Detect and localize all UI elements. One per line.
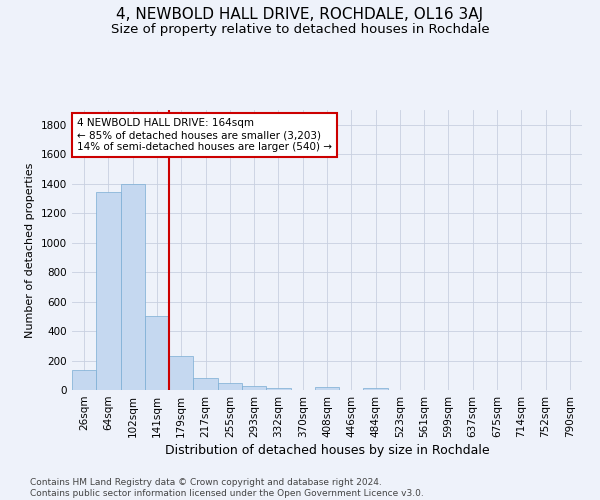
- Bar: [145, 316, 169, 390]
- Bar: [266, 388, 290, 390]
- Bar: [364, 388, 388, 390]
- Text: Size of property relative to detached houses in Rochdale: Size of property relative to detached ho…: [110, 22, 490, 36]
- Text: 4, NEWBOLD HALL DRIVE, ROCHDALE, OL16 3AJ: 4, NEWBOLD HALL DRIVE, ROCHDALE, OL16 3A…: [116, 8, 484, 22]
- Y-axis label: Number of detached properties: Number of detached properties: [25, 162, 35, 338]
- Bar: [218, 383, 242, 390]
- Bar: [315, 387, 339, 390]
- Bar: [121, 184, 145, 390]
- Bar: [169, 356, 193, 390]
- Text: Contains HM Land Registry data © Crown copyright and database right 2024.
Contai: Contains HM Land Registry data © Crown c…: [30, 478, 424, 498]
- Bar: [242, 386, 266, 390]
- Bar: [96, 192, 121, 390]
- Bar: [193, 378, 218, 390]
- Bar: [72, 370, 96, 390]
- X-axis label: Distribution of detached houses by size in Rochdale: Distribution of detached houses by size …: [164, 444, 490, 457]
- Text: 4 NEWBOLD HALL DRIVE: 164sqm
← 85% of detached houses are smaller (3,203)
14% of: 4 NEWBOLD HALL DRIVE: 164sqm ← 85% of de…: [77, 118, 332, 152]
